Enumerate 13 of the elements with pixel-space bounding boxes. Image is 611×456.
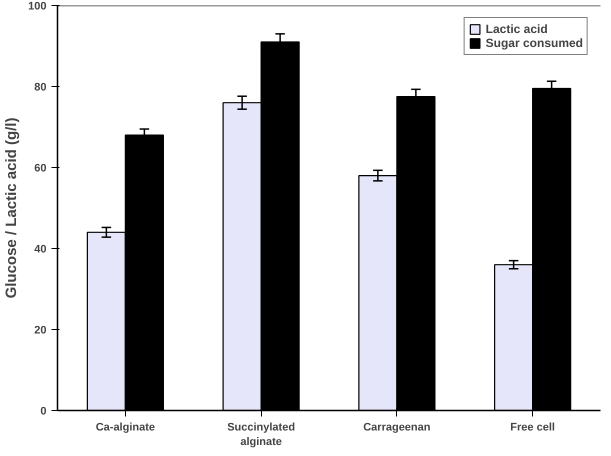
y-tick-label: 80 xyxy=(34,82,47,94)
y-tick-label: 0 xyxy=(40,406,47,418)
y-tick-label: 60 xyxy=(34,162,47,174)
y-tick-label: 100 xyxy=(28,0,47,12)
x-tick-label: Free cell xyxy=(510,422,555,434)
y-tick-label: 20 xyxy=(34,324,47,336)
x-tick-label: Ca-alginate xyxy=(96,422,156,434)
x-tick-label: Carrageenan xyxy=(363,422,431,434)
legend-label: Lactic acid xyxy=(486,22,548,36)
y-tick-label: 40 xyxy=(34,244,47,256)
legend-label: Sugar consumed xyxy=(486,36,583,50)
x-tick-label: Succinylated alginate xyxy=(227,422,296,448)
y-axis-title: Glucose / Lactic acid (g/l) xyxy=(3,118,20,298)
